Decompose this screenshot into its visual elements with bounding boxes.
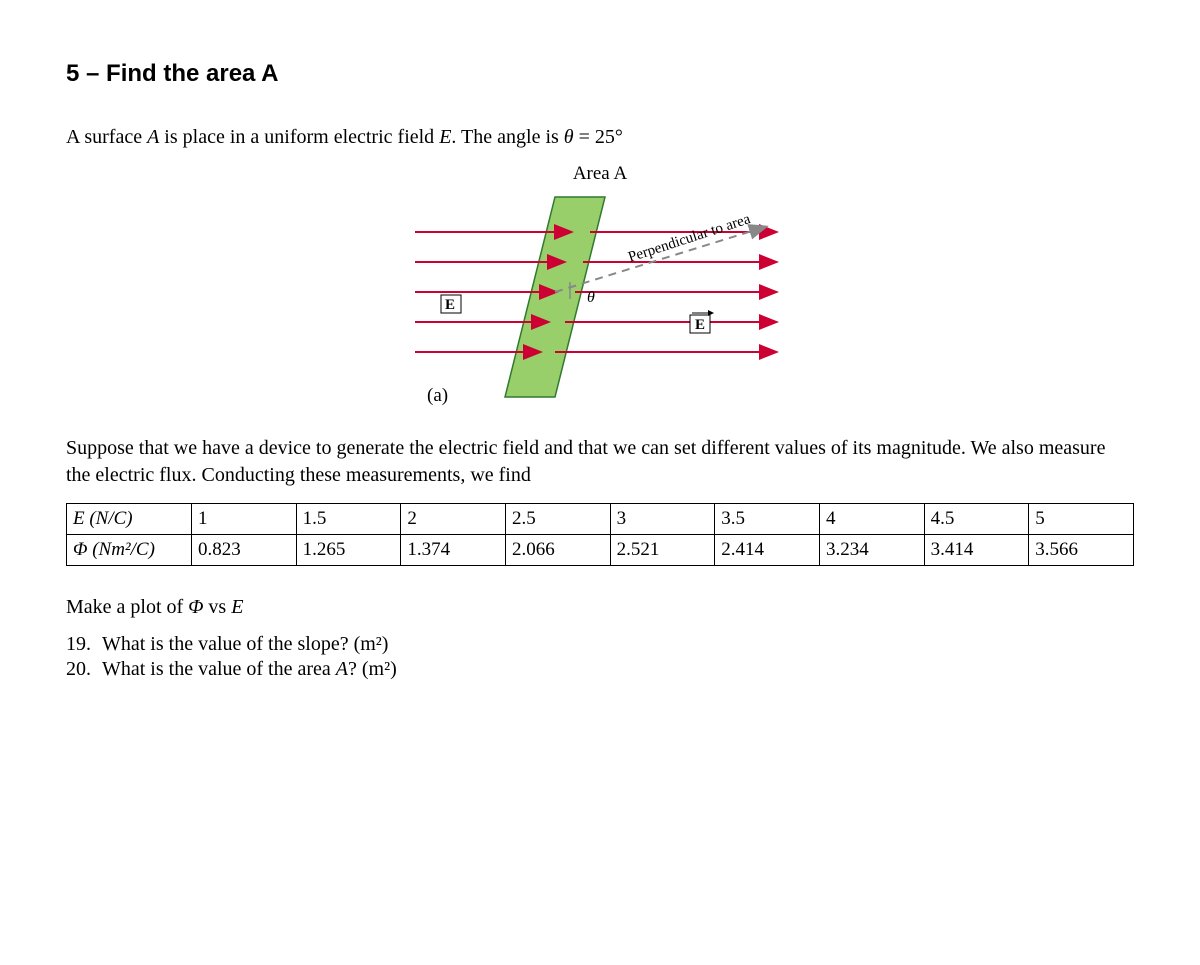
table-cell: 3.414 [924, 535, 1029, 566]
table-cell: 1.374 [401, 535, 506, 566]
table-cell: 4.5 [924, 504, 1029, 535]
table-cell: 3.566 [1029, 535, 1134, 566]
perpendicular-label: Perpendicular to area [626, 211, 752, 266]
figure-area: Area A [66, 163, 1134, 417]
subfigure-label: (a) [427, 385, 448, 406]
plot-instruction: Make a plot of Φ vs E [66, 594, 1134, 621]
question-list: 19.What is the value of the slope? (m²) … [66, 633, 1134, 681]
table-cell: 1.265 [296, 535, 401, 566]
table-cell: 5 [1029, 504, 1134, 535]
row-header-e: E (N/C) [67, 504, 192, 535]
table-cell: 0.823 [192, 535, 297, 566]
problem-title: 5 – Find the area A [66, 60, 1134, 88]
table-cell: 2 [401, 504, 506, 535]
theta-label: θ [587, 289, 595, 306]
table-cell: 3 [610, 504, 715, 535]
question-20: 20.What is the value of the area A? (m²) [66, 658, 1134, 681]
data-table: E (N/C) 1 1.5 2 2.5 3 3.5 4 4.5 5 Φ (Nm²… [66, 503, 1134, 566]
table-cell: 1 [192, 504, 297, 535]
table-row: Φ (Nm²/C) 0.823 1.265 1.374 2.066 2.521 … [67, 535, 1134, 566]
table-cell: 2.521 [610, 535, 715, 566]
row-header-phi: Φ (Nm²/C) [67, 535, 192, 566]
question-19: 19.What is the value of the slope? (m²) [66, 633, 1134, 656]
flux-diagram: θ Perpendicular to area E E (a) [405, 187, 795, 417]
table-cell: 3.234 [819, 535, 924, 566]
figure-caption: Area A [573, 163, 627, 185]
table-cell: 3.5 [715, 504, 820, 535]
e-label-right: E [695, 317, 705, 333]
table-cell: 1.5 [296, 504, 401, 535]
table-row: E (N/C) 1 1.5 2 2.5 3 3.5 4 4.5 5 [67, 504, 1134, 535]
e-label-left: E [445, 297, 455, 313]
description-text: Suppose that we have a device to generat… [66, 435, 1134, 489]
intro-text: A surface A is place in a uniform electr… [66, 124, 1134, 151]
table-cell: 2.414 [715, 535, 820, 566]
table-cell: 2.5 [505, 504, 610, 535]
table-cell: 4 [819, 504, 924, 535]
table-cell: 2.066 [505, 535, 610, 566]
